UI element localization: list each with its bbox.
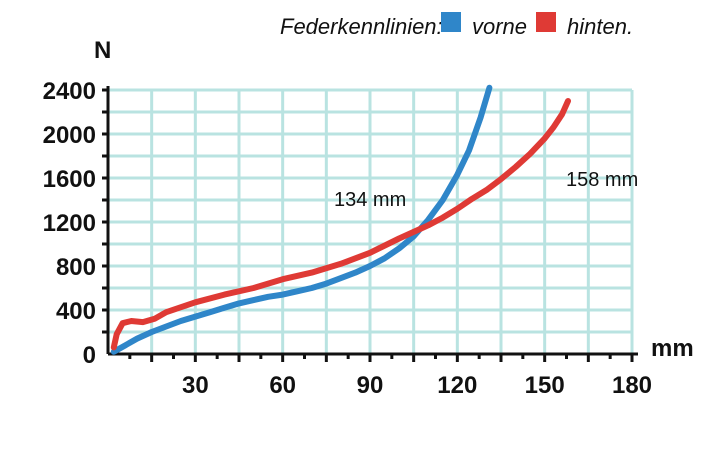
x-tick-label: 30 bbox=[182, 372, 209, 399]
x-tick-label: 60 bbox=[269, 372, 296, 399]
series-line-vorne bbox=[110, 84, 493, 355]
y-axis-unit: N bbox=[94, 37, 111, 64]
y-tick-label: 400 bbox=[56, 298, 96, 325]
legend-swatch-hinten bbox=[536, 12, 556, 32]
rear-travel-label: 158 mm bbox=[566, 169, 638, 191]
series-layer bbox=[110, 84, 571, 355]
axis-layer: 30 60 90 120 150 180 0 400 800 1200 1600 2000 2400 bbox=[43, 78, 652, 399]
legend-label-hinten: hinten. bbox=[567, 14, 633, 39]
legend-label-vorne: vorne bbox=[472, 14, 527, 39]
series-line-hinten bbox=[110, 98, 571, 351]
legend: Federkennlinien: vorne hinten. bbox=[280, 12, 633, 39]
x-axis-unit: mm bbox=[651, 335, 694, 362]
y-tick-label: 2400 bbox=[43, 78, 96, 105]
x-tick-label: 180 bbox=[612, 372, 652, 399]
y-tick-label: 2000 bbox=[43, 122, 96, 149]
front-travel-label: 134 mm bbox=[334, 189, 406, 211]
legend-swatch-vorne bbox=[441, 12, 461, 32]
y-tick-label: 1600 bbox=[43, 166, 96, 193]
y-tick-label: 1200 bbox=[43, 210, 96, 237]
legend-prefix: Federkennlinien: bbox=[280, 14, 443, 39]
x-tick-label: 90 bbox=[357, 372, 384, 399]
y-tick-label: 800 bbox=[56, 254, 96, 281]
x-tick-label: 150 bbox=[525, 372, 565, 399]
y-tick-label: 0 bbox=[83, 342, 96, 369]
x-tick-label: 120 bbox=[437, 372, 477, 399]
